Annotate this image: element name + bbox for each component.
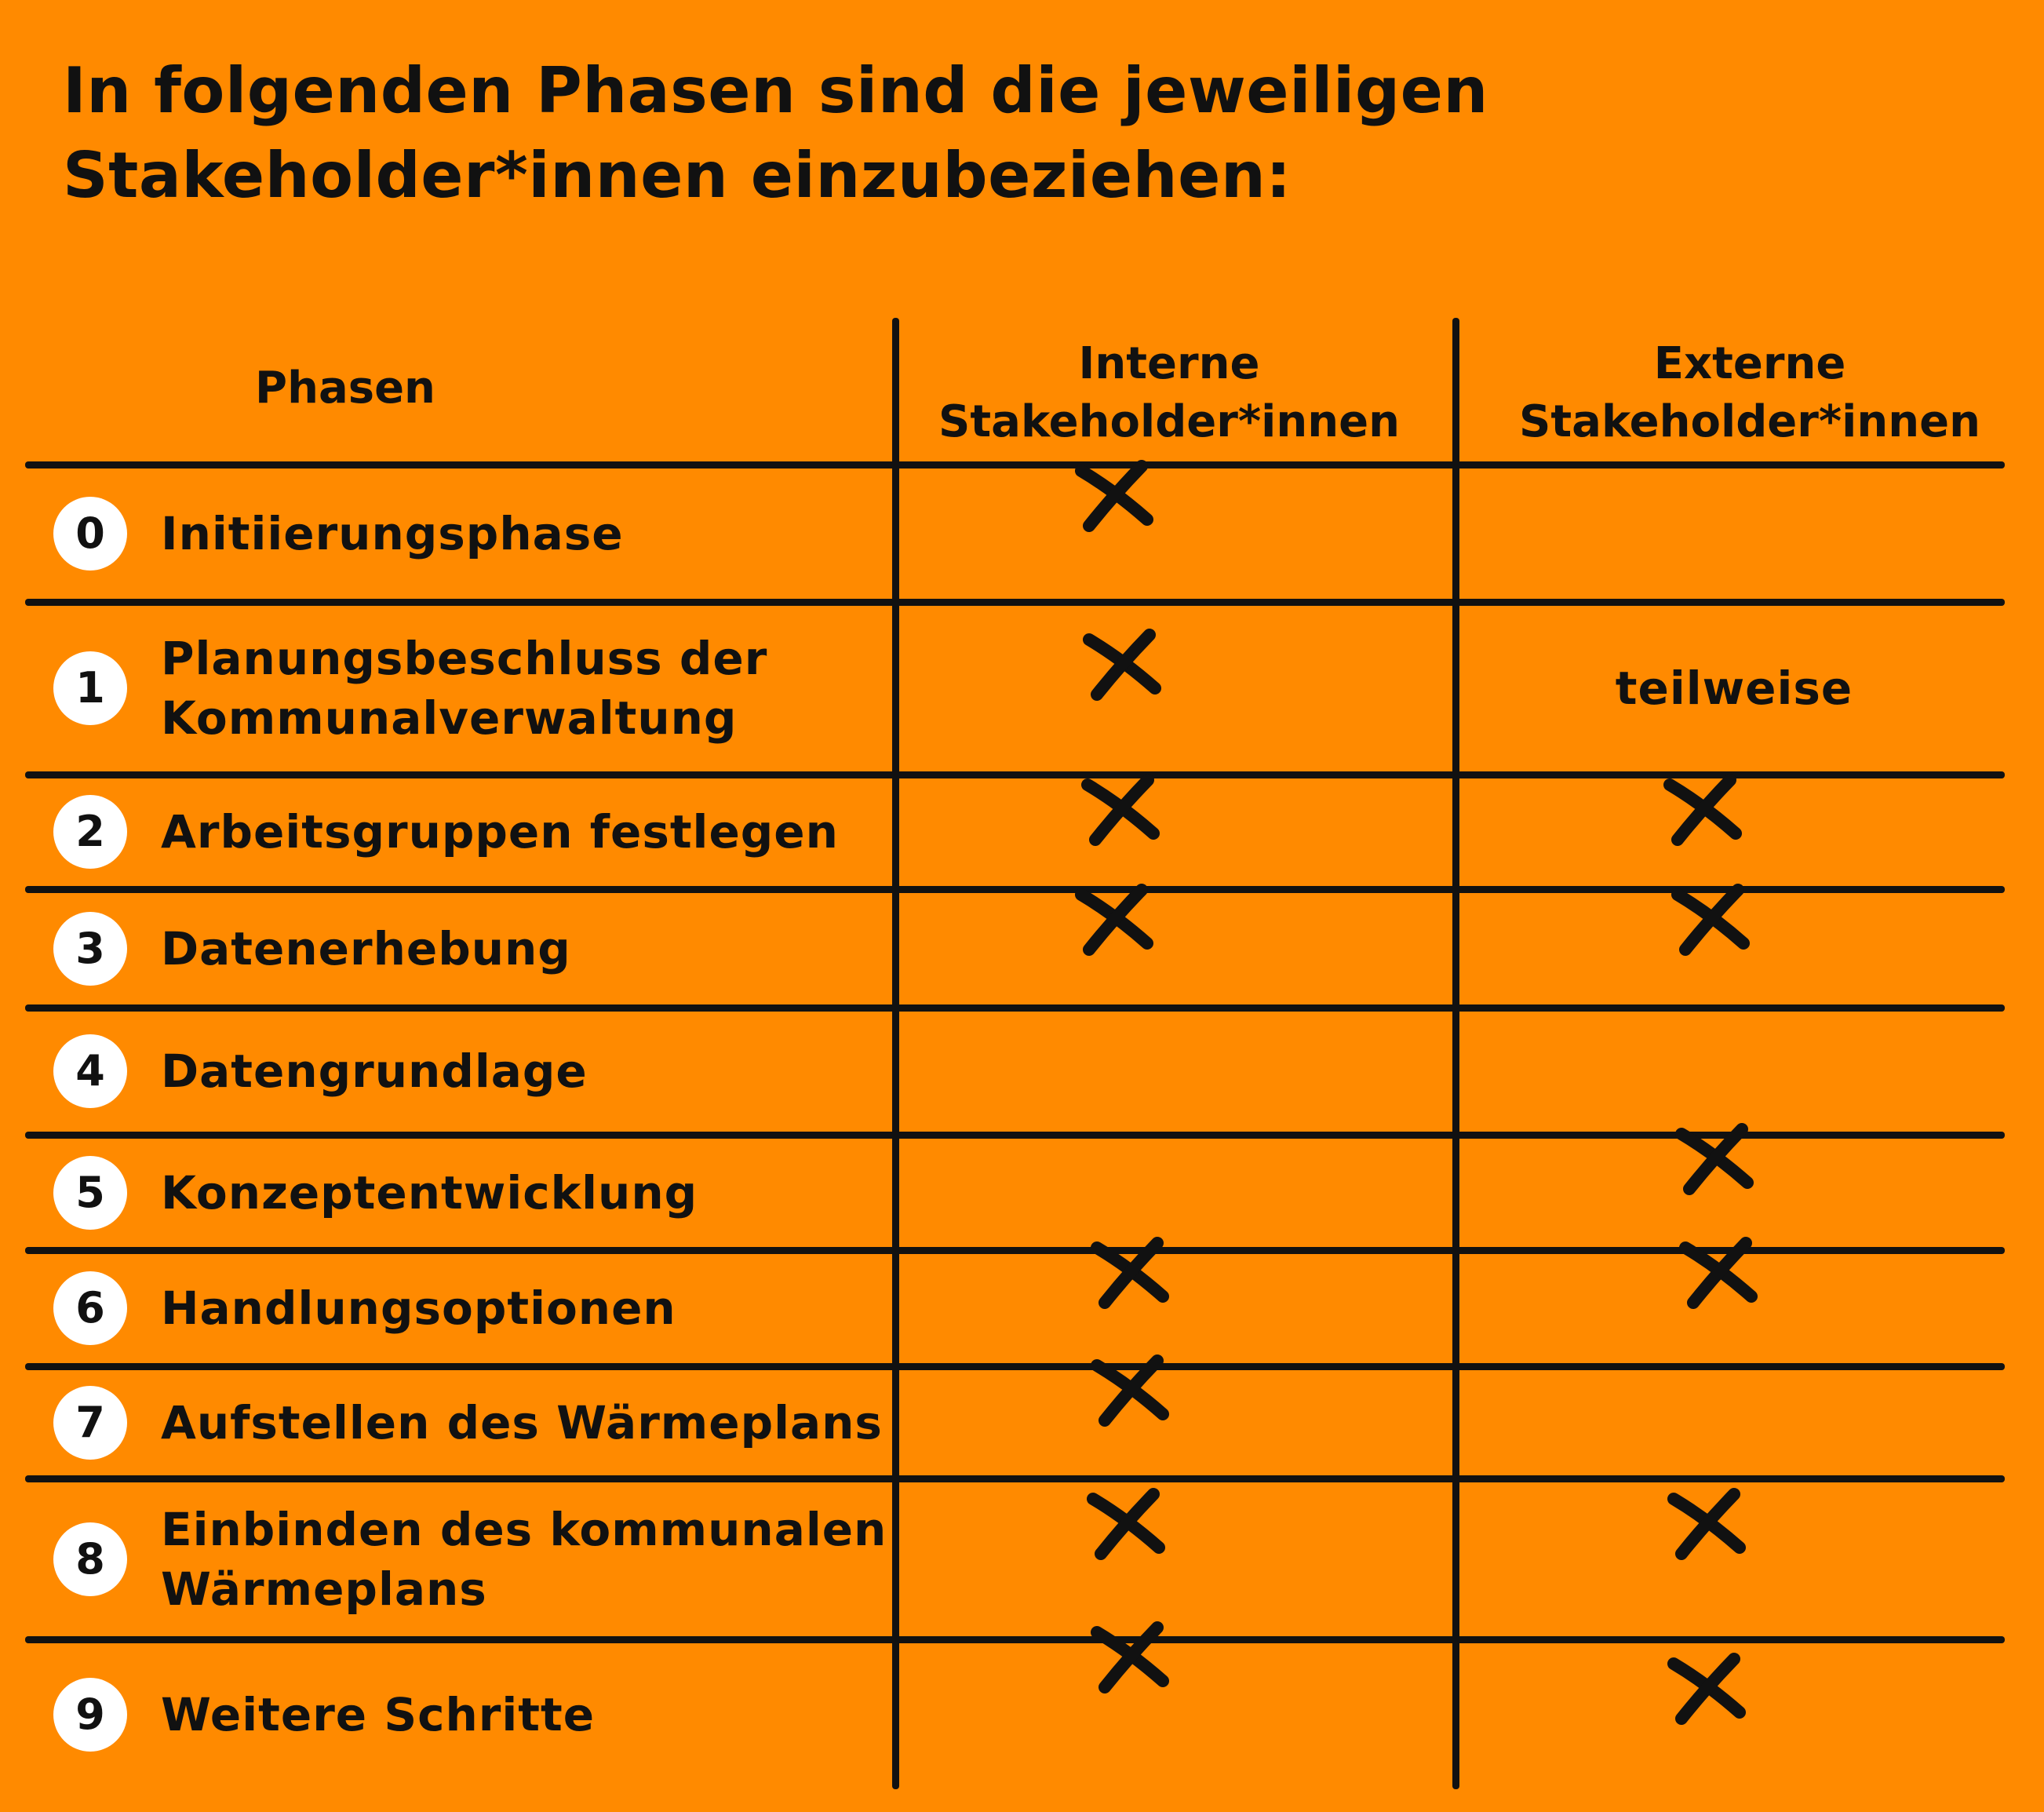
cross-mark-shape: [1667, 1488, 1746, 1560]
header-external-line-2: Stakeholder*innen: [1519, 396, 1980, 447]
cross-mark-icon: [1671, 1224, 1765, 1318]
cross-mark-shape: [1075, 460, 1153, 532]
phase-label-line: Weitere Schritte: [161, 1687, 596, 1741]
row-divider: [25, 461, 2005, 468]
header-phases: Phasen: [126, 359, 565, 417]
phase-number-badge: 1: [53, 651, 127, 725]
row-divider: [25, 1004, 2005, 1012]
cross-mark-shape: [1675, 1123, 1754, 1195]
cross-mark-shape: [1671, 884, 1750, 956]
cross-mark-shape: [1679, 1237, 1758, 1309]
phase-number-badge: 7: [53, 1385, 127, 1460]
cross-mark-icon: [1075, 616, 1169, 710]
phase-label: Aufstellen des Wärmeplans: [161, 1393, 883, 1453]
header-phases-label: Phasen: [255, 363, 435, 414]
row-divider: [25, 771, 2005, 778]
phase-label: Planungsbeschluss der Kommunalverwaltung: [161, 629, 767, 748]
cross-mark-shape: [1091, 1354, 1169, 1427]
phase-label: Handlungsoptionen: [161, 1278, 676, 1338]
cross-mark-icon: [1656, 761, 1750, 855]
title-line-2: Stakeholder*innen einzubeziehen:: [63, 139, 1292, 212]
header-internal-line-1: Interne: [1078, 338, 1260, 389]
phase-label-line: Datenerhebung: [161, 921, 571, 975]
cross-mark-shape: [1663, 774, 1742, 846]
cross-mark-shape: [1091, 1237, 1169, 1309]
header-external: Externe Stakeholder*innen: [1491, 335, 2009, 451]
cross-mark-shape: [1081, 774, 1160, 846]
phase-number-badge: 6: [53, 1271, 127, 1345]
row-divider: [25, 599, 2005, 606]
row-divider: [25, 1636, 2005, 1643]
phase-label: Konzeptentwicklung: [161, 1163, 698, 1223]
phase-label: Arbeitsgruppen festlegen: [161, 802, 839, 862]
header-external-line-1: Externe: [1653, 338, 1846, 389]
cross-mark-icon: [1660, 1475, 1754, 1570]
header-internal-line-2: Stakeholder*innen: [938, 396, 1400, 447]
cross-mark-icon: [1073, 761, 1168, 855]
column-divider-1: [892, 318, 899, 1789]
row-divider: [25, 1132, 2005, 1139]
phase-label-line: Datengrundlage: [161, 1045, 588, 1098]
column-divider-2: [1452, 318, 1459, 1789]
phase-number-badge: 8: [53, 1522, 127, 1596]
phase-number-badge: 2: [53, 795, 127, 869]
phase-label-line: Wärmeplans: [161, 1562, 487, 1616]
cross-mark-shape: [1087, 1488, 1165, 1560]
cross-mark-icon: [1083, 1342, 1177, 1436]
phase-label-line: Konzeptentwicklung: [161, 1165, 698, 1220]
row-divider: [25, 1475, 2005, 1482]
title-line-1: In folgenden Phasen sind die jeweiligen: [63, 54, 1488, 127]
cross-mark-icon: [1663, 871, 1758, 965]
cross-mark-shape: [1083, 629, 1161, 701]
phase-label-line: Arbeitsgruppen festlegen: [161, 805, 839, 859]
cross-mark-icon: [1083, 1224, 1177, 1318]
header-internal: Interne Stakeholder*innen: [910, 335, 1428, 451]
row-divider: [25, 1363, 2005, 1370]
external-cell-text: teilweise: [1615, 662, 1853, 715]
phase-label: Datengrundlage: [161, 1041, 588, 1101]
phase-label-line: Aufstellen des Wärmeplans: [161, 1395, 883, 1449]
phase-label-line: Kommunalverwaltung: [161, 691, 738, 745]
phase-label-line: Handlungsoptionen: [161, 1282, 676, 1335]
cross-mark-shape: [1667, 1653, 1746, 1725]
phase-label-line: Initiierungsphase: [161, 506, 624, 560]
page-title: In folgenden Phasen sind die jeweiligen …: [63, 49, 1789, 218]
cross-mark-icon: [1079, 1475, 1173, 1570]
cross-mark-icon: [1667, 1110, 1762, 1205]
cross-mark-shape: [1091, 1621, 1169, 1694]
phase-number-badge: 5: [53, 1155, 127, 1230]
phase-number-badge: 4: [53, 1034, 127, 1108]
phase-label: Datenerhebung: [161, 919, 571, 979]
cross-mark-icon: [1067, 447, 1161, 541]
phase-label: Einbinden des kommunalen Wärmeplans: [161, 1500, 887, 1619]
phase-label-line: Einbinden des kommunalen: [161, 1502, 887, 1556]
phase-number-badge: 3: [53, 911, 127, 986]
phase-label-line: Planungsbeschluss der: [161, 632, 768, 685]
cross-mark-icon: [1660, 1640, 1754, 1734]
cross-mark-icon: [1083, 1609, 1177, 1703]
phase-number-badge: 0: [53, 496, 127, 571]
phase-label: Weitere Schritte: [161, 1685, 595, 1745]
cross-mark-icon: [1067, 871, 1161, 965]
row-divider: [25, 886, 2005, 893]
cross-mark-shape: [1075, 884, 1153, 956]
phase-label: Initiierungsphase: [161, 504, 624, 563]
phase-number-badge: 9: [53, 1677, 127, 1752]
row-divider: [25, 1247, 2005, 1254]
